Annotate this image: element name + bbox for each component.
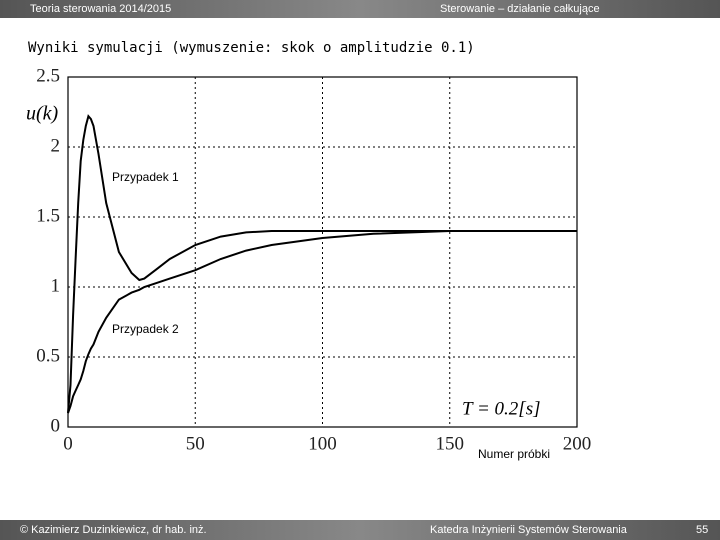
series-label: Przypadek 1 — [112, 170, 179, 184]
x-tick-label: 200 — [563, 433, 592, 454]
y-tick-label: 0.5 — [36, 345, 60, 366]
x-tick-label: 150 — [436, 433, 465, 454]
chart-title: Wyniki symulacji (wymuszenie: skok o amp… — [28, 40, 475, 56]
footer-center: Katedra Inżynierii Systemów Sterowania — [430, 524, 628, 536]
plot-frame — [67, 76, 578, 428]
header-right: Sterowanie – działanie całkujące — [440, 3, 600, 15]
page-number: 55 — [696, 524, 708, 536]
x-axis-label: Numer próbki — [478, 447, 550, 461]
annotation: T = 0.2[s] — [462, 398, 540, 419]
y-tick-label: 2.5 — [36, 65, 60, 86]
series-label: Przypadek 2 — [112, 322, 179, 336]
y-tick-label: 1 — [51, 275, 61, 296]
y-tick-label: 1.5 — [36, 205, 60, 226]
x-tick-label: 0 — [63, 433, 73, 454]
series-line — [67, 114, 577, 414]
header-left: Teoria sterowania 2014/2015 — [30, 3, 171, 15]
y-tick-label: 0 — [51, 415, 61, 436]
x-tick-label: 100 — [308, 433, 337, 454]
y-tick-label: 2 — [51, 135, 61, 156]
footer-bar — [0, 520, 720, 540]
series-line — [67, 230, 577, 414]
x-tick-label: 50 — [186, 433, 205, 454]
header-bar — [0, 0, 720, 18]
footer-left: © Kazimierz Duzinkiewicz, dr hab. inż. — [20, 524, 207, 536]
y-axis-label: u(k) — [26, 103, 59, 125]
